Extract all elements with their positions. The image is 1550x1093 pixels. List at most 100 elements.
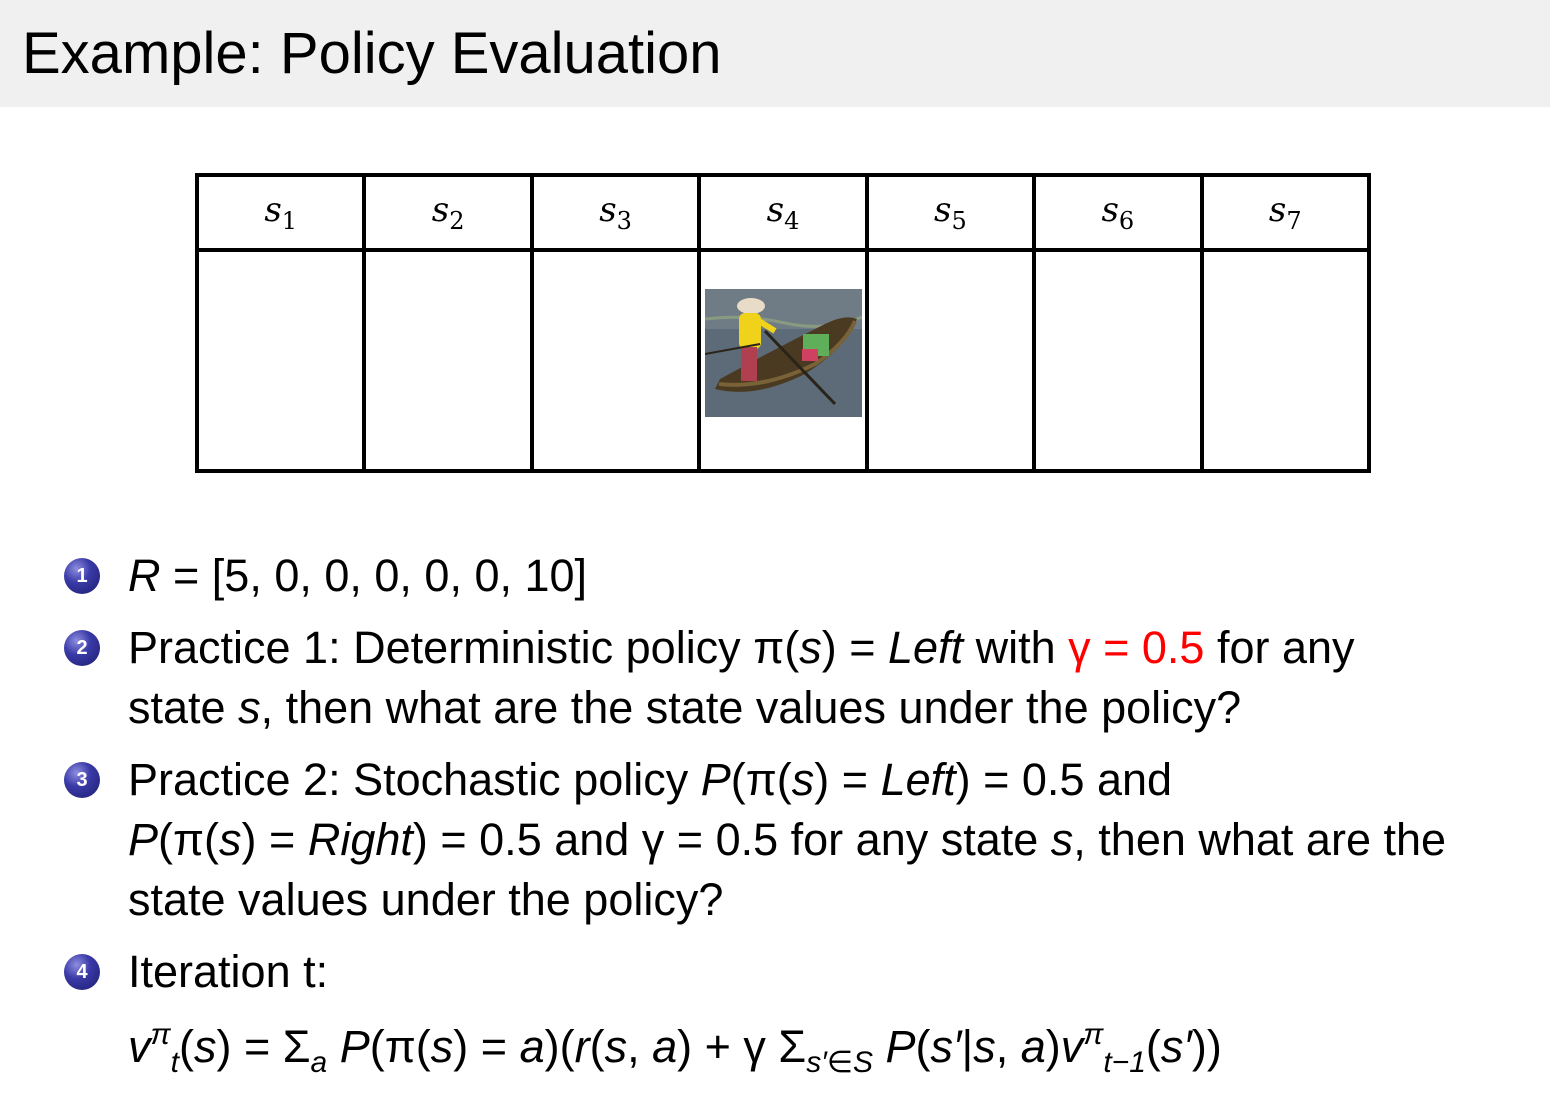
state-cell-s4 <box>697 247 869 473</box>
bullet-number-icon: 1 <box>64 558 100 594</box>
text-segment: s <box>973 1021 996 1072</box>
text-segment: a <box>652 1021 678 1072</box>
boat-photo <box>705 288 863 417</box>
bullet-number-icon: 2 <box>64 630 100 666</box>
text-segment: s <box>238 682 261 733</box>
text-segment: γ = 0.5 <box>1068 622 1205 673</box>
text-segment: ( <box>178 1021 194 1072</box>
state-index: 4 <box>784 206 800 235</box>
text-segment: t−1 <box>1103 1046 1146 1079</box>
text-segment: ( <box>915 1021 931 1072</box>
text-segment: Practice 1: Deterministic policy π( <box>128 622 800 673</box>
text-segment: ) = 0.5 and <box>955 754 1173 805</box>
text-segment: t <box>170 1046 179 1079</box>
text-segment: | <box>961 1021 974 1072</box>
text-segment: s′∈S <box>806 1046 874 1079</box>
text-segment: Iteration t: <box>128 946 329 997</box>
text-segment: P <box>327 1021 370 1072</box>
text-segment: ( <box>589 1021 605 1072</box>
text-segment: ) = 0.5 and γ = 0.5 for any state <box>412 814 1051 865</box>
text-segment: R <box>128 550 161 601</box>
text-segment: state values under the policy? <box>128 874 724 925</box>
text-segment: v <box>1060 1021 1084 1072</box>
state-symbol: s <box>1101 189 1119 230</box>
text-segment: Practice 2: Stochastic policy <box>128 754 701 805</box>
state-symbol: s <box>1268 189 1287 230</box>
text-segment: (π( <box>369 1021 431 1072</box>
text-segment: (π( <box>158 814 220 865</box>
text-segment: P <box>128 814 159 865</box>
slide-title: Example: Policy Evaluation <box>22 21 722 86</box>
bullet-1-line: R = [5, 0, 0, 0, 0, 0, 10] <box>128 546 587 606</box>
bullet-3-line: state values under the policy? <box>128 870 723 930</box>
state-index: 3 <box>616 206 632 235</box>
state-symbol: s <box>599 189 617 230</box>
text-segment: v <box>128 1021 151 1072</box>
text-segment: ) + γ Σ <box>677 1021 807 1072</box>
slide-header: Example: Policy Evaluation <box>0 0 1550 107</box>
text-segment: (π( <box>730 754 792 805</box>
bullet-number-icon: 3 <box>64 762 100 798</box>
bullet-3-line: P(π(s) = Right) = 0.5 and γ = 0.5 for an… <box>128 810 1446 870</box>
bullet-4-line: Iteration t: <box>128 942 328 1002</box>
text-segment: )) <box>1191 1021 1222 1072</box>
state-header-s4: s4 <box>697 173 869 252</box>
state-header-s5: s5 <box>864 173 1037 252</box>
state-index: 2 <box>449 206 465 235</box>
text-segment: s <box>799 622 822 673</box>
state-header-s7: s7 <box>1199 173 1372 252</box>
state-header-row: s1 s2 s3 s4 s5 s6 s7 <box>194 173 1372 252</box>
state-header-s6: s6 <box>1032 173 1204 252</box>
text-segment: s <box>791 754 815 805</box>
state-index: 6 <box>1118 206 1135 235</box>
text-segment: , <box>627 1021 653 1072</box>
bullet-number-icon: 4 <box>64 954 100 990</box>
state-header-s3: s3 <box>529 173 702 252</box>
text-segment: Left <box>880 754 956 805</box>
state-cell-s1 <box>194 247 367 473</box>
text-segment: , then what are the state values under t… <box>260 682 1242 733</box>
text-segment: = [5, 0, 0, 0, 0, 0, 10] <box>160 550 588 601</box>
bullet-2-line: state s, then what are the state values … <box>128 678 1241 738</box>
bullet-4-line: vπt(s) = Σa P(π(s) = a)(r(s, a) + γ Σs′∈… <box>128 1005 1222 1093</box>
bullet-3-line: Practice 2: Stochastic policy P(π(s) = L… <box>128 750 1172 810</box>
text-segment: Left <box>888 622 964 673</box>
text-segment: π <box>1083 1018 1104 1051</box>
text-segment: π <box>150 1018 171 1051</box>
text-segment: state <box>128 682 239 733</box>
text-segment: , then what are the <box>1073 814 1447 865</box>
text-segment: ( <box>1145 1021 1161 1072</box>
state-index: 7 <box>1286 206 1302 235</box>
bullet-2-line: Practice 1: Deterministic policy π(s) = … <box>128 618 1355 678</box>
state-header-s1: s1 <box>194 173 367 252</box>
state-cell-s2 <box>362 247 534 473</box>
state-symbol: s <box>431 189 450 230</box>
text-segment: for any <box>1204 622 1355 673</box>
state-cell-s5 <box>864 247 1037 473</box>
text-segment: with <box>963 622 1069 673</box>
text-segment: s′ <box>930 1021 962 1072</box>
text-segment: ) = <box>453 1021 520 1072</box>
text-segment: ) = <box>241 814 308 865</box>
text-segment: P <box>873 1021 916 1072</box>
text-segment: )( <box>544 1021 575 1072</box>
state-body-row <box>194 247 1372 473</box>
state-index: 5 <box>951 206 967 235</box>
text-segment: ) = <box>821 622 889 673</box>
state-symbol: s <box>934 189 952 230</box>
text-segment: ) = <box>814 754 881 805</box>
state-cell-s6 <box>1032 247 1204 473</box>
state-symbol: s <box>766 189 785 230</box>
state-cell-s7 <box>1199 247 1372 473</box>
state-symbol: s <box>264 189 282 230</box>
text-segment: s <box>219 814 242 865</box>
text-segment: ) = Σ <box>216 1021 311 1072</box>
text-segment: a <box>310 1046 328 1079</box>
state-grid: s1 s2 s3 s4 s5 s6 s7 <box>194 173 1372 473</box>
text-segment: r <box>574 1021 590 1072</box>
text-segment: s <box>430 1021 454 1072</box>
state-cell-s3 <box>529 247 702 473</box>
state-header-s2: s2 <box>362 173 534 252</box>
text-segment: ) <box>1045 1021 1061 1072</box>
state-index: 1 <box>281 206 298 235</box>
